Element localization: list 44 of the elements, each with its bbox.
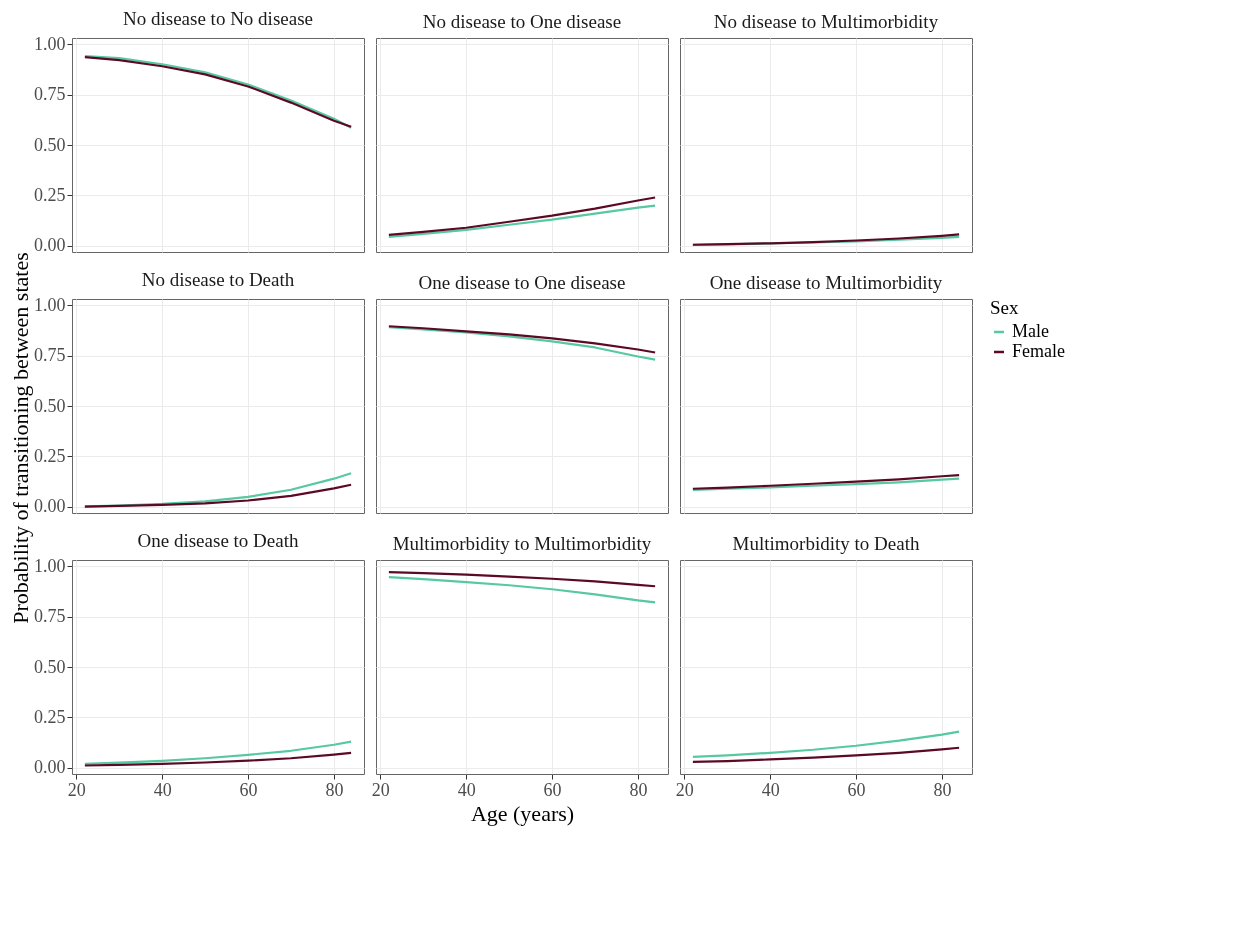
x-tick-label: 60 bbox=[847, 779, 866, 800]
chart-title: Multimorbidity to Death bbox=[732, 533, 920, 554]
y-tick-label: 1.00 bbox=[34, 294, 66, 315]
y-tick-label: 0.50 bbox=[34, 134, 66, 155]
y-tick-label: 1.00 bbox=[34, 555, 66, 576]
line-series bbox=[83, 483, 353, 508]
x-tick-label: 80 bbox=[325, 779, 344, 800]
line-series bbox=[83, 751, 353, 767]
chart-title: One disease to One disease bbox=[418, 272, 626, 293]
y-tick-label: 0.25 bbox=[34, 184, 66, 205]
line-series bbox=[83, 740, 353, 766]
chart-title: One disease to Death bbox=[137, 530, 299, 552]
chart-title: No disease to Death bbox=[141, 269, 295, 291]
y-tick-label: 0.00 bbox=[34, 496, 66, 517]
chart-title: No disease to One disease bbox=[422, 11, 622, 32]
x-tick-label: 60 bbox=[543, 779, 562, 800]
chart-title: One disease to Multimorbidity bbox=[709, 272, 943, 293]
chart-title: No disease to No disease bbox=[123, 8, 313, 30]
y-tick-label: 0.25 bbox=[34, 445, 66, 466]
x-tick-label: 40 bbox=[153, 779, 172, 800]
x-tick-label: 20 bbox=[371, 779, 390, 800]
y-axis-title: Probability of transitioning between states bbox=[8, 252, 33, 624]
y-tick-label: 0.00 bbox=[34, 757, 66, 778]
y-tick-label: 1.00 bbox=[34, 33, 66, 54]
x-tick-label: 80 bbox=[629, 779, 648, 800]
y-tick-label: 0.75 bbox=[34, 606, 66, 627]
y-tick-label: 0.50 bbox=[34, 656, 66, 677]
x-tick-label: 20 bbox=[675, 779, 694, 800]
x-tick-label: 20 bbox=[67, 779, 86, 800]
x-axis-title: Age (years) bbox=[470, 800, 575, 826]
y-tick-label: 0.75 bbox=[34, 84, 66, 105]
x-tick-label: 40 bbox=[761, 779, 780, 800]
legend-label: Male bbox=[1012, 321, 1049, 341]
x-tick-label: 60 bbox=[239, 779, 258, 800]
y-tick-label: 0.50 bbox=[34, 395, 66, 416]
y-tick-label: 0.75 bbox=[34, 345, 66, 366]
x-tick-label: 80 bbox=[933, 779, 952, 800]
chart-title: Multimorbidity to Multimorbidity bbox=[392, 533, 652, 554]
y-tick-label: 0.25 bbox=[34, 706, 66, 727]
y-tick-label: 0.00 bbox=[34, 235, 66, 256]
legend-title: Sex bbox=[990, 297, 1019, 318]
x-tick-label: 40 bbox=[457, 779, 476, 800]
chart-title: No disease to Multimorbidity bbox=[713, 11, 939, 32]
legend-label: Female bbox=[1012, 341, 1065, 361]
